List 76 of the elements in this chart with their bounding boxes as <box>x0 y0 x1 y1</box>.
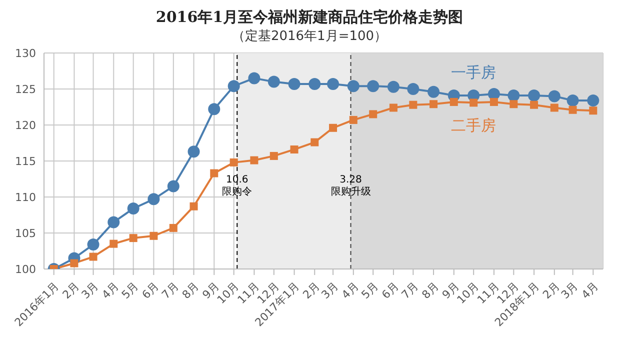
chart-title: 2016年1月至今福州新建商品住宅价格走势图 <box>156 8 464 26</box>
point <box>108 216 120 228</box>
point <box>347 80 360 92</box>
y-tick-label: 110 <box>15 190 36 204</box>
x-tick-label: 8月 <box>180 280 202 302</box>
point <box>290 145 298 154</box>
point <box>268 76 280 88</box>
point <box>587 94 600 107</box>
point <box>369 110 378 118</box>
point <box>148 193 160 206</box>
point <box>528 89 540 102</box>
point <box>530 100 538 109</box>
x-tick-label: 4月 <box>99 280 122 302</box>
x-tick-label: 4月 <box>579 280 601 302</box>
point <box>470 98 478 107</box>
y-tick-label: 125 <box>15 82 36 96</box>
point <box>288 78 300 90</box>
point <box>89 252 98 261</box>
point <box>367 80 380 92</box>
point <box>589 106 598 115</box>
point <box>127 202 140 215</box>
point <box>110 240 118 248</box>
x-tick-label: 6月 <box>140 280 162 302</box>
point <box>389 104 398 112</box>
y-tick-label: 100 <box>15 262 36 276</box>
x-tick-label: 5月 <box>358 280 381 302</box>
series-label: 二手房 <box>451 116 496 135</box>
point <box>270 152 278 160</box>
point <box>548 90 560 102</box>
x-tick-label: 7月 <box>159 280 182 302</box>
point <box>387 80 400 93</box>
point <box>310 138 319 146</box>
point <box>327 78 340 90</box>
point <box>190 202 198 210</box>
x-tick-label: 4月 <box>339 280 362 302</box>
ref-line-label: 3.28 限购升级 <box>330 174 371 198</box>
point <box>208 103 220 116</box>
point <box>250 156 258 164</box>
point <box>349 116 358 124</box>
x-tick-label: 7月 <box>399 280 421 302</box>
point <box>210 169 218 178</box>
point <box>150 232 158 240</box>
point <box>329 124 338 132</box>
point <box>510 100 518 108</box>
x-tick-label: 2月 <box>60 280 82 302</box>
point <box>230 158 238 166</box>
point <box>129 234 138 242</box>
x-tick-label: 5月 <box>119 280 142 302</box>
point <box>308 78 321 90</box>
point <box>568 106 577 114</box>
point <box>430 100 438 108</box>
point <box>409 100 418 109</box>
y-tick-label: 115 <box>15 154 36 168</box>
y-tick-label: 120 <box>15 118 36 132</box>
point <box>566 94 579 107</box>
y-tick-label: 105 <box>15 226 36 240</box>
point <box>508 89 520 102</box>
point <box>167 180 180 192</box>
chart-subtitle: （定基2016年1月=100） <box>232 29 388 44</box>
y-tick-label: 130 <box>15 46 36 60</box>
point <box>490 98 498 106</box>
point <box>87 238 100 251</box>
point <box>428 86 440 98</box>
point <box>450 98 458 106</box>
x-tick-label: 6月 <box>379 280 402 302</box>
point <box>228 80 240 92</box>
series-label: 一手房 <box>451 63 496 82</box>
point <box>248 72 260 84</box>
point <box>70 259 78 268</box>
x-tick-label: 8月 <box>419 280 442 302</box>
x-tick-label: 3月 <box>79 280 102 302</box>
point <box>407 83 420 95</box>
point <box>169 224 178 232</box>
point <box>188 146 200 158</box>
ref-line-label: 10.6 限购令 <box>222 174 252 198</box>
point <box>550 104 558 112</box>
